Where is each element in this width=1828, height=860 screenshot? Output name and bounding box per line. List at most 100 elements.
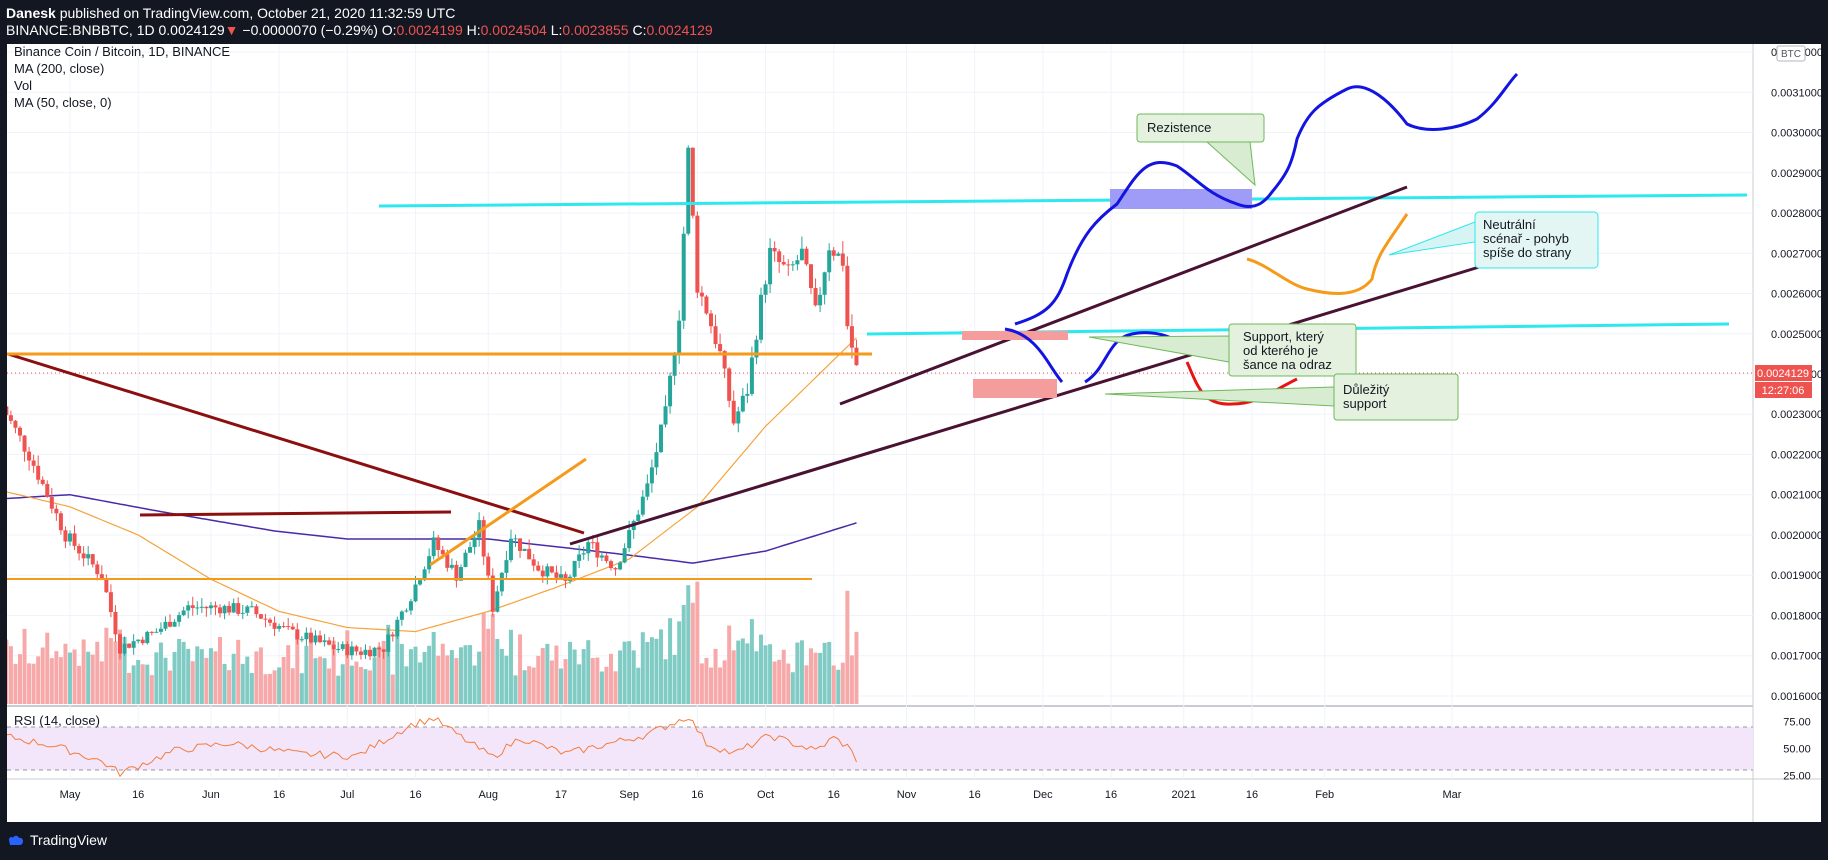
volume-bar (849, 655, 854, 704)
lower-trend-line[interactable] (569, 262, 1490, 546)
candle-body (158, 628, 163, 632)
last-price-label-text: 0.0024129 (1757, 368, 1809, 380)
resistance-zone[interactable] (1110, 189, 1252, 209)
volume-bar (7, 639, 9, 704)
time-tick-label: Oct (757, 789, 774, 801)
currency-badge[interactable] (1776, 45, 1806, 62)
candle-body (168, 621, 173, 627)
candle-body (222, 605, 227, 614)
candle-body (727, 368, 732, 401)
volume-bar (736, 640, 741, 704)
volume-bar (568, 641, 573, 704)
callout-resistance[interactable] (1136, 113, 1265, 143)
pane-divider[interactable] (7, 705, 1753, 707)
downtrend-line[interactable] (7, 352, 585, 535)
neutral-scenario-path[interactable] (1246, 213, 1409, 295)
legend-vol[interactable]: Vol (14, 78, 32, 93)
drawings[interactable] (7, 72, 1748, 580)
volume-bar (390, 674, 395, 704)
legend-ma50[interactable]: MA (50, close, 0) (14, 95, 112, 110)
legend-ma200[interactable]: MA (200, close) (14, 61, 104, 76)
candle-body (704, 296, 709, 314)
time-axis[interactable]: May 16 Jun 16 Jul 16 Aug 17 Sep 16 Oct 16 Nov 16 Dec 16… (60, 789, 1462, 801)
drop-scenario-path[interactable] (1004, 327, 1064, 383)
volume-bar (449, 650, 454, 704)
range-top-line[interactable] (139, 510, 452, 517)
candle-body (777, 251, 782, 263)
candle-body (736, 411, 741, 424)
tradingview-logo[interactable]: TradingView (8, 832, 107, 848)
price-tick-label: 0.0021000 (1771, 490, 1821, 502)
volume-bar (181, 641, 186, 704)
price-tick-label: 0.0030000 (1771, 128, 1821, 140)
volume-bar (522, 670, 527, 704)
volume-bar (527, 666, 532, 704)
candle-body (258, 614, 263, 619)
volume-bar (158, 642, 163, 704)
candle-body (822, 272, 827, 295)
candle-body (81, 553, 86, 559)
time-tick-label: Mar (1443, 789, 1462, 801)
candle-body (286, 626, 291, 628)
rsi-zone (7, 727, 1753, 770)
candle-body (513, 538, 518, 540)
callout-neutral[interactable] (1474, 211, 1599, 269)
legend[interactable]: Binance Coin / Bitcoin, 1D, BINANCE MA (… (14, 44, 230, 728)
candle-body (395, 619, 400, 637)
support-zone[interactable] (962, 331, 1068, 340)
ohlc-line: BINANCE:BNBBTC, 1D 0.0024129▼ −0.0000070… (6, 22, 713, 38)
candle-body (277, 626, 282, 629)
ma50-line (7, 337, 857, 633)
author-name[interactable]: Danesk (6, 5, 56, 21)
upper-trend-line[interactable] (839, 185, 1408, 406)
candle-body (254, 606, 259, 615)
resistance-cyan-line[interactable] (378, 193, 1748, 208)
candle-body (327, 640, 332, 645)
volume-bar (759, 634, 763, 704)
close-value: 0.0024129 (646, 22, 713, 38)
volume-bar (836, 669, 841, 704)
time-tick-label: 16 (828, 789, 840, 801)
volume-bars (7, 581, 859, 704)
candle-body (418, 580, 423, 585)
candle-body (558, 574, 563, 578)
volume-bar (672, 654, 677, 704)
bullish-scenario-path[interactable] (1014, 72, 1519, 326)
volume-bar (440, 643, 445, 704)
volume-bar (213, 651, 218, 704)
volume-bar (431, 631, 436, 704)
price-change: −0.0000070 (−0.29%) (242, 22, 378, 38)
legend-title[interactable]: Binance Coin / Bitcoin, 1D, BINANCE (14, 44, 230, 59)
callout-support[interactable] (1228, 323, 1357, 377)
candle-body (581, 553, 586, 555)
volume-bar (531, 667, 536, 704)
volume-bar (727, 625, 732, 704)
volume-bar (208, 648, 213, 704)
chart-canvas[interactable]: 0.0016000 0.0017000 0.0018000 0.0019000 0.00… (7, 44, 1821, 822)
candle-body (413, 584, 418, 602)
callout-support-line2: od kterého je (1243, 343, 1318, 358)
volume-bar (236, 639, 241, 704)
volume-bar (418, 662, 423, 704)
candle-body (131, 641, 136, 648)
candle-body (240, 612, 245, 614)
volume-bar (454, 658, 459, 704)
uptrend-orange-line[interactable] (429, 457, 587, 567)
volume-bar (572, 649, 577, 704)
rsi-tick-label: 25.00 (1783, 770, 1811, 782)
candle-body (49, 496, 54, 509)
price-tick-label: 0.0028000 (1771, 208, 1821, 220)
volume-bar (395, 625, 400, 704)
important-support-zone[interactable] (973, 379, 1057, 398)
callouts[interactable]: Rezistence Neutrální scénař - pohyb spíš… (1088, 113, 1599, 421)
volume-bar (99, 661, 104, 704)
volume-bar (290, 668, 295, 704)
candle-body (458, 566, 463, 581)
candle-body (686, 147, 691, 234)
candle-body (331, 644, 336, 650)
legend-rsi[interactable]: RSI (14, close) (14, 713, 100, 728)
volume-bar (8, 646, 13, 704)
volume-bar (408, 649, 413, 704)
callout-important[interactable] (1333, 373, 1459, 421)
candle-body (208, 605, 213, 609)
